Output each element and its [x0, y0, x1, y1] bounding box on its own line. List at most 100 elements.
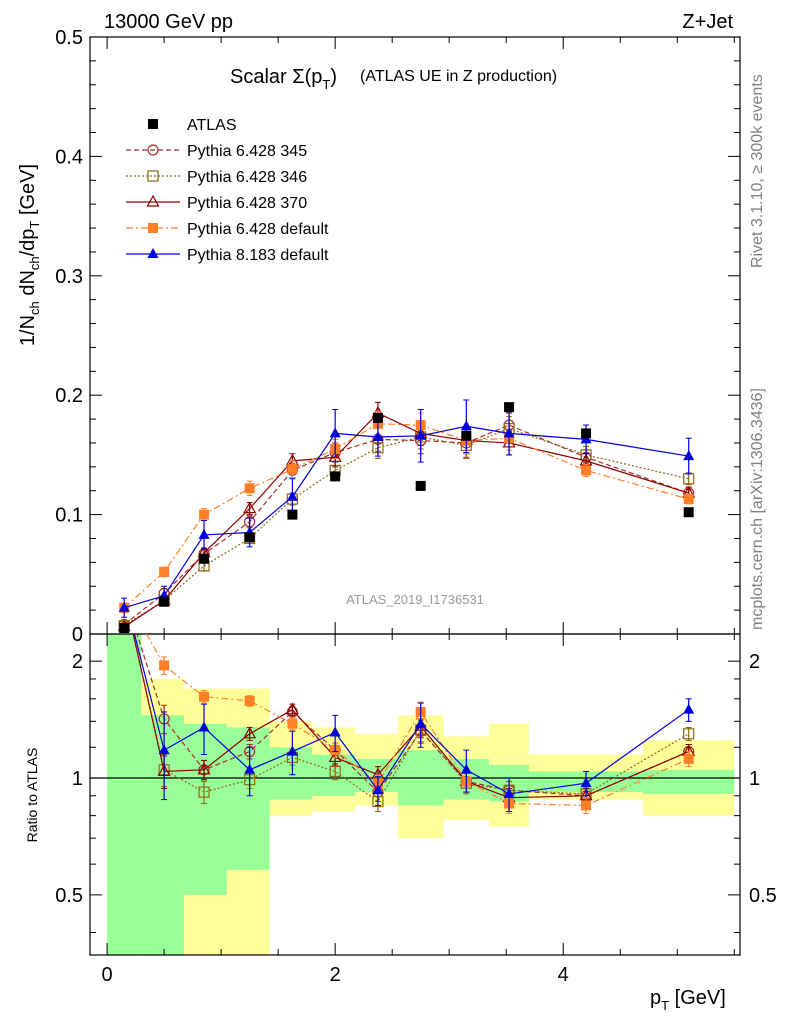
legend-label-pythia-6-428-default: Pythia 6.428 default: [187, 221, 329, 238]
x-tick-label: 2: [330, 964, 341, 986]
ratio-point-pythia-6-428-default: [199, 691, 210, 702]
point-atlas: [330, 471, 341, 482]
point-pythia-8-183-default: [372, 430, 384, 441]
legend-marker-pythia-6-428-346: [147, 170, 159, 182]
ratio-tick-label-right: 2: [749, 651, 760, 673]
ratio-point-pythia-6-428-default: [683, 753, 694, 764]
point-pythia-8-183-default: [683, 450, 695, 461]
y-tick-label: 0.2: [55, 385, 83, 407]
legend: ATLAS Pythia 6.428 345 Pythia 6.428 346 Pyt…: [126, 117, 329, 264]
green-band-bin: [312, 754, 356, 796]
plot-title: Scalar Σ(pT): [230, 66, 337, 92]
point-pythia-6-428-default: [581, 465, 592, 476]
point-atlas: [199, 553, 210, 564]
ratio-tick-label: 0.5: [55, 885, 83, 907]
point-pythia-6-428-370: [328, 450, 342, 462]
ratio-tick-label-right: 0.5: [749, 885, 777, 907]
x-tick-label: 0: [102, 964, 113, 986]
point-atlas: [372, 412, 383, 423]
series-line-pythia-8-183-default: [124, 425, 689, 609]
ratio-point-pythia-8-183-default: [415, 717, 427, 728]
y-axis-label: 1/Nch dNch/dpT [GeV]: [17, 164, 42, 346]
ratio-point-pythia-8-183-default: [580, 777, 592, 788]
point-pythia-6-428-default: [199, 509, 210, 520]
y-tick-label: 0.3: [55, 266, 83, 288]
rivet-version-label: Rivet 3.1.10, ≥ 300k events: [749, 74, 766, 268]
x-tick-label: 4: [558, 964, 569, 986]
ratio-point-pythia-6-428-default: [159, 660, 170, 671]
ratio-line-pythia-8-183-default: [133, 634, 690, 795]
legend-marker-pythia-6-428-345: [147, 144, 159, 156]
ratio-axis-label: Ratio to ATLAS: [24, 748, 40, 843]
ratio-tick-label: 1: [72, 768, 83, 790]
point-pythia-6-428-default: [244, 483, 255, 494]
ratio-point-pythia-6-428-346: [329, 765, 341, 778]
legend-label-pythia-6-428-345: Pythia 6.428 345: [187, 143, 307, 160]
upper-data-layer: [117, 399, 696, 634]
ratio-point-pythia-8-183-default: [286, 745, 298, 756]
ratio-point-pythia-6-428-346: [683, 728, 695, 740]
point-pythia-6-428-370: [243, 501, 257, 514]
legend-label-atlas: ATLAS: [187, 117, 237, 134]
point-atlas: [287, 509, 298, 520]
legend-marker-pythia-6-428-default: [148, 223, 158, 233]
point-atlas: [159, 596, 170, 607]
ratio-line-pythia-6-428-default: [145, 634, 689, 807]
ratio-point-pythia-6-428-370: [285, 702, 299, 715]
legend-label-pythia-6-428-346: Pythia 6.428 346: [187, 169, 307, 186]
ratio-point-pythia-8-183-default: [460, 763, 472, 774]
y-tick-label: 0.1: [55, 505, 83, 527]
x-axis-label: pT [GeV]: [650, 987, 726, 1013]
legend-marker-pythia-8-183-default: [147, 248, 159, 258]
analysis-watermark: ATLAS_2019_I1736531: [346, 592, 484, 607]
y-tick-label: 0: [72, 624, 83, 646]
point-atlas: [683, 507, 694, 518]
ratio-tick-label-right: 1: [749, 768, 760, 790]
legend-marker-atlas: [148, 119, 158, 129]
ratio-point-pythia-6-428-370: [243, 726, 257, 739]
green-band-bin: [226, 727, 270, 870]
green-band-bin: [643, 769, 735, 794]
series-line-pythia-6-428-346: [123, 427, 689, 627]
point-pythia-8-183-default: [460, 420, 472, 431]
ratio-point-pythia-8-183-default: [158, 744, 170, 755]
ratio-point-pythia-8-183-default: [503, 787, 515, 798]
point-pythia-6-428-default: [683, 494, 694, 505]
ratio-data-layer: [132, 634, 696, 815]
y-tick-label: 0.4: [55, 146, 83, 168]
point-atlas: [461, 430, 472, 441]
point-pythia-8-183-default: [503, 427, 515, 438]
point-atlas: [415, 480, 426, 491]
ratio-point-pythia-8-183-default: [372, 784, 384, 795]
ratio-line-pythia-6-428-346: [132, 634, 689, 803]
ratio-tick-label: 2: [72, 651, 83, 673]
point-pythia-8-183-default: [118, 601, 130, 612]
mcplots-label: mcplots.cern.ch [arXiv:1306.3436]: [749, 388, 766, 630]
ratio-point-pythia-6-428-370: [197, 762, 211, 775]
green-band-bin: [269, 747, 313, 800]
y-tick-label: 0.5: [55, 27, 83, 49]
point-atlas: [244, 532, 255, 543]
green-band-bin: [141, 715, 185, 955]
axes: 0 0.1 0.2 0.3 0.4 0.5 0 2 4 0.5 0.5 1 1 2 2: [55, 27, 777, 986]
header-right: Z+Jet: [682, 11, 733, 33]
green-band-bin: [184, 723, 227, 895]
lower-frame: [89, 633, 741, 956]
green-band-bin: [107, 634, 142, 955]
ratio-point-pythia-8-183-default: [244, 763, 256, 774]
ratio-point-pythia-6-428-default: [244, 695, 255, 706]
point-pythia-6-428-default: [159, 566, 170, 577]
plot-title-close: ): [330, 66, 337, 88]
ratio-point-pythia-8-183-default: [683, 703, 695, 714]
series-line-pythia-6-428-default: [123, 423, 689, 609]
ratio-point-pythia-6-428-default: [287, 718, 298, 729]
point-pythia-8-183-default: [286, 490, 298, 501]
ratio-point-pythia-8-183-default: [198, 721, 210, 732]
point-pythia-8-183-default: [198, 528, 210, 539]
ratio-point-pythia-6-428-default: [581, 800, 592, 811]
point-atlas: [581, 428, 592, 439]
ratio-uncertainty-bands: [107, 634, 735, 955]
ratio-point-pythia-6-428-346: [198, 786, 210, 798]
plot-title-sub: T: [322, 77, 330, 92]
